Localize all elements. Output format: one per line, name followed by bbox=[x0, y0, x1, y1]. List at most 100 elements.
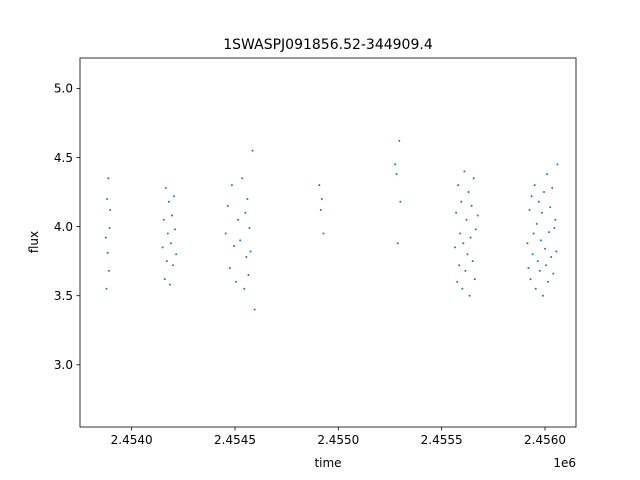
data-point bbox=[395, 173, 398, 176]
data-point bbox=[106, 251, 109, 254]
data-point bbox=[473, 278, 476, 281]
data-point bbox=[460, 200, 463, 203]
data-point bbox=[318, 184, 321, 187]
data-point bbox=[247, 273, 250, 276]
y-tick-label: 4.0 bbox=[54, 220, 73, 234]
data-point bbox=[168, 283, 171, 286]
data-point bbox=[469, 236, 472, 239]
data-point bbox=[530, 195, 533, 198]
data-point bbox=[253, 308, 256, 311]
data-point bbox=[529, 278, 532, 281]
data-point bbox=[474, 228, 477, 231]
data-point bbox=[249, 250, 252, 253]
data-point bbox=[551, 186, 554, 189]
x-offset-label: 1e6 bbox=[553, 456, 576, 470]
data-point bbox=[228, 267, 231, 270]
data-point bbox=[465, 218, 468, 221]
data-point bbox=[537, 200, 540, 203]
data-point bbox=[462, 242, 465, 245]
x-tick-label: 2.4550 bbox=[317, 433, 359, 447]
data-point bbox=[535, 222, 538, 225]
data-point bbox=[463, 170, 466, 173]
data-point bbox=[552, 272, 555, 275]
data-point bbox=[164, 186, 167, 189]
data-point bbox=[398, 139, 401, 142]
data-point bbox=[531, 253, 534, 256]
x-tick-label: 2.4555 bbox=[421, 433, 463, 447]
data-point bbox=[322, 232, 325, 235]
data-point bbox=[243, 287, 246, 290]
data-point bbox=[457, 184, 460, 187]
x-tick-label: 2.4560 bbox=[524, 433, 566, 447]
data-point bbox=[476, 214, 479, 217]
data-point bbox=[320, 197, 323, 200]
data-point bbox=[539, 239, 542, 242]
data-point bbox=[464, 269, 467, 272]
data-point bbox=[467, 191, 470, 194]
data-point bbox=[526, 242, 529, 245]
data-point bbox=[244, 211, 247, 214]
data-point bbox=[396, 242, 399, 245]
data-point bbox=[546, 173, 549, 176]
data-point bbox=[456, 280, 459, 283]
data-point bbox=[461, 287, 464, 290]
data-point bbox=[235, 280, 238, 283]
x-tick-label: 2.4545 bbox=[214, 433, 256, 447]
data-point bbox=[170, 214, 173, 217]
y-axis-label: flux bbox=[27, 231, 41, 253]
data-point bbox=[471, 260, 474, 263]
data-point bbox=[161, 246, 164, 249]
data-point bbox=[527, 267, 530, 270]
data-point bbox=[548, 231, 551, 234]
points-layer bbox=[104, 139, 559, 311]
data-point bbox=[454, 246, 457, 249]
data-point bbox=[169, 242, 172, 245]
data-point bbox=[104, 236, 107, 239]
x-tick-label: 2.4540 bbox=[111, 433, 153, 447]
y-tick-label: 3.0 bbox=[54, 358, 73, 372]
data-point bbox=[455, 211, 458, 214]
data-point bbox=[547, 280, 550, 283]
data-point bbox=[109, 209, 112, 212]
data-point bbox=[470, 204, 473, 207]
data-point bbox=[536, 260, 539, 263]
data-point bbox=[224, 232, 227, 235]
data-point bbox=[108, 226, 111, 229]
data-point bbox=[532, 232, 535, 235]
data-point bbox=[172, 264, 174, 267]
data-point bbox=[226, 204, 229, 207]
data-point bbox=[542, 191, 545, 194]
data-point bbox=[394, 163, 397, 166]
data-point bbox=[232, 244, 235, 247]
data-point bbox=[174, 228, 177, 231]
data-point bbox=[550, 256, 553, 259]
data-point bbox=[230, 184, 233, 187]
data-point bbox=[556, 163, 559, 166]
data-point bbox=[533, 184, 536, 187]
data-point bbox=[472, 177, 475, 180]
data-point bbox=[175, 253, 178, 256]
data-point bbox=[251, 149, 254, 152]
y-tick-label: 4.5 bbox=[54, 151, 73, 165]
y-axis-ticks: 3.0 3.5 4.0 4.5 5.0 bbox=[54, 82, 80, 372]
data-point bbox=[239, 239, 242, 242]
data-point bbox=[555, 250, 558, 253]
data-point bbox=[166, 232, 169, 235]
data-point bbox=[541, 294, 544, 297]
y-tick-label: 3.5 bbox=[54, 289, 73, 303]
data-point bbox=[246, 197, 249, 200]
chart-title: 1SWASPJ091856.52-344909.4 bbox=[223, 37, 433, 53]
data-point bbox=[107, 177, 110, 180]
data-point bbox=[162, 218, 165, 221]
plot-frame bbox=[79, 57, 577, 428]
data-point bbox=[173, 195, 176, 198]
data-point bbox=[540, 211, 543, 214]
data-point bbox=[319, 209, 322, 212]
x-axis-ticks: 2.4540 2.4545 2.4550 2.4555 2.4560 bbox=[111, 427, 566, 447]
data-point bbox=[107, 269, 110, 272]
data-point bbox=[167, 200, 170, 203]
data-point bbox=[544, 247, 546, 250]
data-point bbox=[545, 264, 548, 267]
data-point bbox=[553, 226, 556, 229]
